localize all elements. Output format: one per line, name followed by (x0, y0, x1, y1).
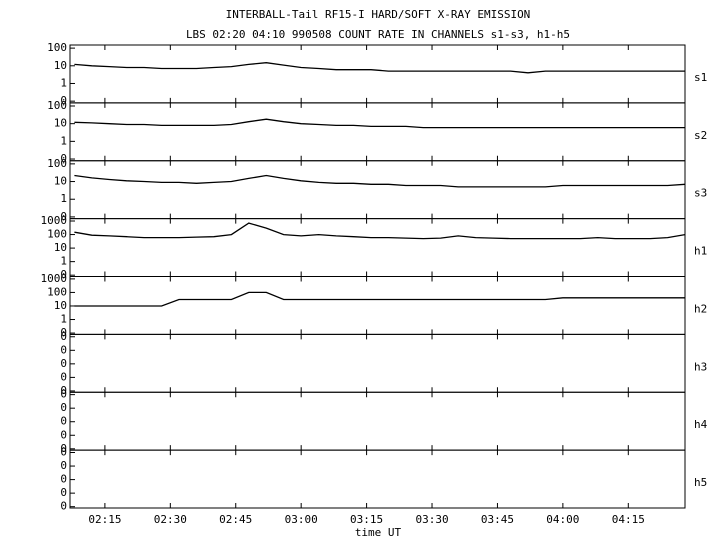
panel-label: h2 (694, 302, 707, 315)
y-tick-label: 0 (60, 473, 67, 486)
y-tick-label: 1 (60, 255, 67, 268)
y-tick-label: 100 (47, 285, 67, 298)
panel-frame (69, 333, 686, 393)
series-line (74, 62, 685, 74)
y-tick-label: 10 (54, 175, 67, 188)
y-tick-label: 1000 (41, 214, 68, 227)
y-tick-label: 100 (47, 41, 67, 54)
y-tick-label: 10 (54, 59, 67, 72)
panel-label: h3 (694, 360, 707, 373)
y-tick-label: 0 (60, 401, 67, 414)
panel-frame (69, 160, 686, 220)
panel-label: s3 (694, 187, 707, 200)
y-tick-label: 100 (47, 99, 67, 112)
y-tick-label: 0 (60, 330, 67, 343)
x-tick-label: 03:45 (481, 513, 514, 526)
y-tick-label: 0 (60, 94, 67, 107)
panel-label: s2 (694, 129, 707, 142)
x-tick-label: 04:15 (612, 513, 645, 526)
y-tick-label: 0 (60, 326, 67, 339)
y-tick-label: 0 (60, 459, 67, 472)
x-tick-label: 03:15 (350, 513, 383, 526)
x-tick-label: 02:15 (88, 513, 121, 526)
y-tick-label: 0 (60, 388, 67, 401)
y-tick-label: 0 (60, 210, 67, 223)
y-tick-label: 1000 (41, 272, 68, 285)
y-tick-label: 0 (60, 446, 67, 459)
y-tick-label: 0 (60, 370, 67, 383)
panel-label: h4 (694, 418, 708, 431)
y-tick-label: 0 (60, 357, 67, 370)
x-tick-label: 04:00 (546, 513, 579, 526)
x-tick-label: 02:30 (154, 513, 187, 526)
y-tick-label: 10 (54, 117, 67, 130)
y-tick-label: 10 (54, 241, 67, 254)
panel-frame (69, 44, 686, 104)
y-tick-label: 1 (60, 76, 67, 89)
x-tick-label: 02:45 (219, 513, 252, 526)
y-tick-label: 100 (47, 157, 67, 170)
chart-subtitle: LBS 02:20 04:10 990508 COUNT RATE IN CHA… (186, 28, 570, 41)
series-line (74, 222, 686, 240)
y-tick-label: 0 (60, 428, 67, 441)
series-line (74, 118, 685, 129)
x-axis-label: time UT (355, 526, 402, 539)
y-tick-label: 100 (47, 228, 67, 241)
x-tick-label: 03:00 (285, 513, 318, 526)
y-tick-label: 0 (60, 500, 67, 513)
panel-label: s1 (694, 71, 707, 84)
y-tick-label: 0 (60, 152, 67, 165)
y-tick-label: 1 (60, 313, 67, 326)
y-tick-label: 0 (60, 343, 67, 356)
y-tick-label: 0 (60, 442, 67, 455)
panel-label: h5 (694, 476, 707, 489)
y-tick-label: 10 (54, 299, 67, 312)
y-tick-label: 0 (60, 415, 67, 428)
y-tick-label: 1 (60, 134, 67, 147)
panel-label: h1 (694, 245, 707, 258)
y-tick-label: 0 (60, 384, 67, 397)
y-tick-label: 0 (60, 268, 67, 281)
series-line (74, 174, 686, 188)
panel-frame (69, 449, 686, 509)
panel-frame (69, 218, 686, 277)
y-tick-label: 0 (60, 486, 67, 499)
chart-title: INTERBALL-Tail RF15-I HARD/SOFT X-RAY EM… (226, 8, 531, 21)
panel-frame (69, 102, 686, 162)
panel-frame (69, 391, 686, 451)
series-line (74, 291, 685, 307)
x-tick-label: 03:30 (415, 513, 448, 526)
y-tick-label: 1 (60, 192, 67, 205)
